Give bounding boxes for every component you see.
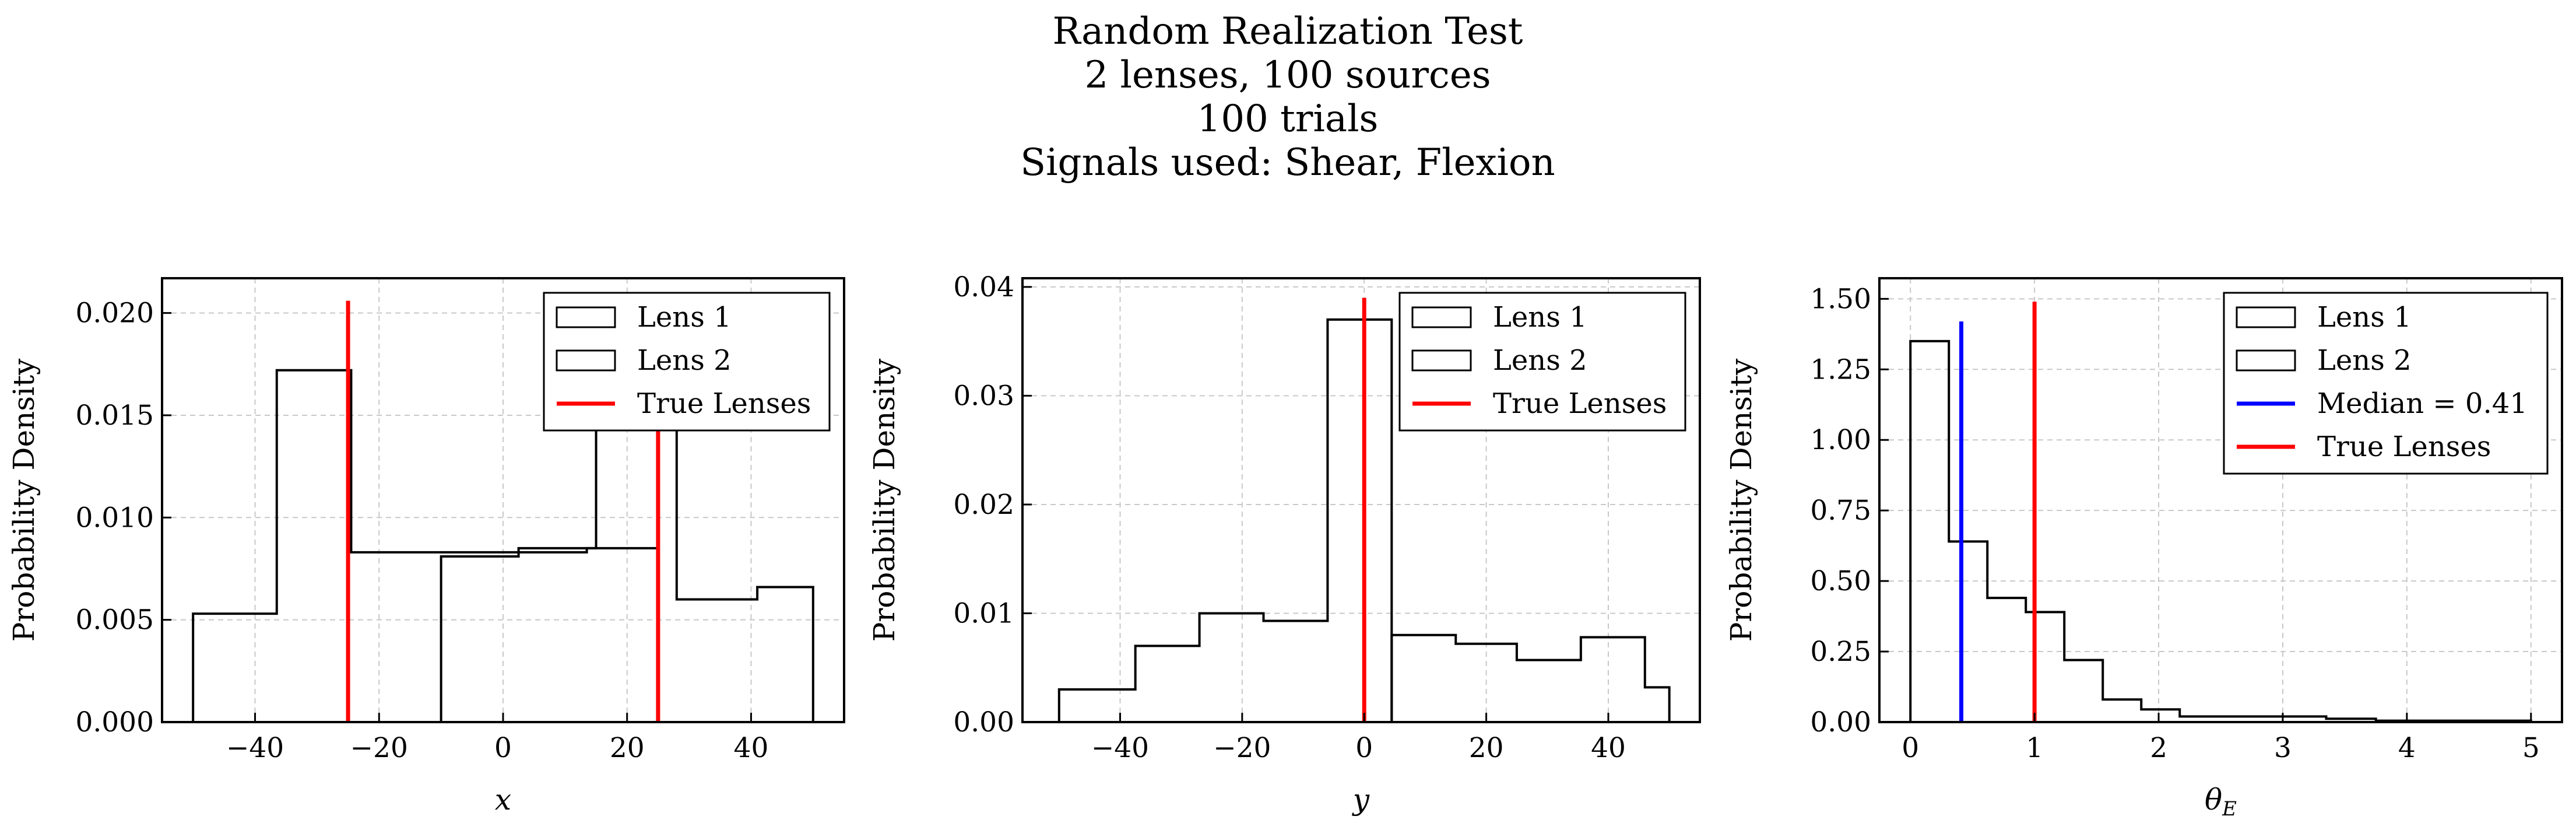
- y-tick-label: 1.25: [1810, 353, 1871, 386]
- legend-label: Lens 1: [637, 301, 732, 334]
- y-tick-label: 0.015: [75, 400, 154, 432]
- x-position-histogram-panel: −40 −20 0 20 40 0.000 0.005 0.010 0.015 0.020 Prob…: [7, 277, 845, 817]
- legend-patch: [1411, 306, 1472, 328]
- y-tick-label: 0.01: [953, 597, 1014, 629]
- y-tick-label: 0.50: [1810, 565, 1871, 597]
- x-axis-label: θE: [2205, 783, 2237, 821]
- y-tick-label: 0.25: [1810, 636, 1871, 668]
- y-tick-label: 0.020: [75, 297, 154, 330]
- x-tick-label: 0: [1355, 732, 1373, 764]
- einstein-radius-histogram-panel: 0 1 2 3 4 5 0.00 0.25 0.50 0.75 1.00 1.25 1.50 Probab…: [1724, 277, 2563, 821]
- histogram-1-step: [192, 369, 659, 722]
- x-tick-label: 0: [494, 732, 512, 764]
- x-tick-label: 2: [2150, 732, 2167, 764]
- x-tick-label: 40: [734, 732, 769, 764]
- y-position-histogram-panel: −40 −20 0 20 40 0.00 0.01 0.02 0.03 0.04 Probabili…: [867, 271, 1701, 817]
- y-tick-label: 1.00: [1810, 424, 1871, 456]
- x-tick-label: 3: [2274, 732, 2292, 764]
- histogram-1-step: [1057, 318, 1393, 722]
- legend: Lens 1 Lens 2 True Lenses: [1398, 292, 1686, 432]
- legend-label: Lens 2: [1493, 344, 1587, 377]
- legend-label: True Lenses: [637, 387, 811, 420]
- y-tick-label: 0.02: [953, 489, 1014, 521]
- x-axis-label: y: [1352, 783, 1370, 817]
- y-tick-label: 0.000: [75, 706, 154, 738]
- legend-patch: [556, 306, 616, 328]
- legend-patch: [2236, 306, 2296, 328]
- legend-label: True Lenses: [1493, 387, 1667, 420]
- axes-frame: [1878, 277, 2563, 723]
- x-tick-label: −20: [1213, 732, 1271, 764]
- legend: Lens 1 Lens 2 Median = 0.41 True Lenses: [2223, 292, 2549, 475]
- histogram-1-step: [1909, 339, 2532, 722]
- title-line-1: Random Realization Test: [1052, 10, 1523, 53]
- legend-label: Lens 1: [2317, 301, 2412, 334]
- x-tick-label: −20: [350, 732, 408, 764]
- x-tick-label: 1: [2026, 732, 2043, 764]
- title-line-3: 100 trials: [1197, 97, 1379, 141]
- y-tick-label: 0.00: [953, 706, 1014, 738]
- y-tick-label: 0.00: [1810, 706, 1871, 738]
- figure-title: Random Realization Test 2 lenses, 100 so…: [1020, 10, 1555, 184]
- y-axis-label: Probability Density: [7, 358, 41, 642]
- x-tick-label: −40: [226, 732, 284, 764]
- title-line-4: Signals used: Shear, Flexion: [1020, 141, 1555, 184]
- axes-frame: [1021, 277, 1701, 723]
- x-tick-label: 0: [1902, 732, 1919, 764]
- x-axis-label-subscript: E: [2222, 797, 2237, 821]
- y-tick-label: 1.50: [1810, 283, 1871, 315]
- legend-patch: [556, 349, 616, 372]
- legend-label: Median = 0.41: [2317, 387, 2528, 420]
- legend: Lens 1 Lens 2 True Lenses: [543, 292, 831, 432]
- y-tick-label: 0.75: [1810, 495, 1871, 527]
- x-tick-label: −40: [1091, 732, 1149, 764]
- y-tick-label: 0.005: [75, 604, 154, 636]
- title-line-2: 2 lenses, 100 sources: [1084, 54, 1491, 97]
- legend-label: True Lenses: [2317, 430, 2491, 463]
- y-axis-label: Probability Density: [1724, 358, 1758, 642]
- x-tick-label: 20: [1469, 732, 1504, 764]
- histogram-2-step: [1390, 633, 1671, 722]
- legend-label: Lens 1: [1493, 301, 1587, 334]
- x-axis-label: x: [495, 783, 511, 817]
- y-tick-label: 0.04: [953, 271, 1014, 303]
- y-tick-label: 0.010: [75, 502, 154, 534]
- x-tick-label: 20: [610, 732, 645, 764]
- legend-label: Lens 2: [2317, 344, 2412, 377]
- y-axis-label: Probability Density: [867, 358, 901, 642]
- legend-patch: [1411, 349, 1472, 372]
- x-tick-label: 40: [1591, 732, 1626, 764]
- legend-label: Lens 2: [637, 344, 732, 377]
- x-tick-label: 4: [2398, 732, 2416, 764]
- y-tick-label: 0.03: [953, 380, 1014, 412]
- legend-patch: [2236, 349, 2296, 372]
- x-tick-label: 5: [2522, 732, 2540, 764]
